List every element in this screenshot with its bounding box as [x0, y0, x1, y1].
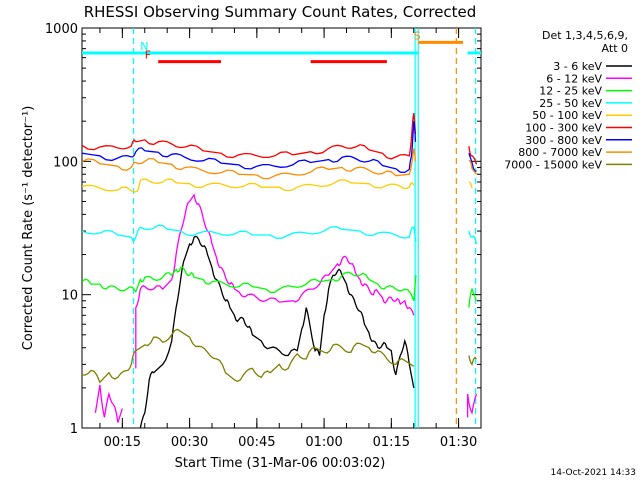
- legend-entry-label: 100 - 300 keV: [525, 122, 602, 135]
- series-segment: [82, 148, 417, 180]
- series-line: [82, 178, 473, 193]
- flag-label: S: [414, 29, 421, 42]
- x-tick-label: 01:15: [373, 435, 410, 450]
- series-segment: [466, 393, 478, 418]
- y-tick-label: 1: [70, 422, 78, 437]
- series-segment: [468, 181, 473, 189]
- series-line: [82, 266, 478, 308]
- legend-header-detectors: Det 1,3,4,5,6,9,: [542, 29, 628, 42]
- series-segment: [468, 355, 477, 366]
- series-line: [82, 148, 478, 180]
- y-axis-label: Corrected Count Rate (s⁻¹ detector⁻¹): [21, 106, 36, 351]
- series-segment: [82, 121, 417, 174]
- series-segment: [468, 230, 478, 245]
- legend-header-attenuator: Att 0: [602, 42, 628, 55]
- series-line: [82, 112, 478, 165]
- series-line: [82, 224, 478, 245]
- flag-label: F: [145, 49, 151, 62]
- x-tick-label: 00:45: [238, 435, 275, 450]
- series-line: [82, 328, 477, 384]
- x-tick-label: 00:30: [171, 435, 208, 450]
- x-tick-label: 00:15: [104, 435, 141, 450]
- series-segment: [108, 235, 415, 428]
- legend-entry-label: 3 - 6 keV: [553, 60, 602, 73]
- legend-entry-label: 50 - 100 keV: [532, 109, 602, 122]
- series-segment: [82, 224, 417, 242]
- flag-bars: NF S: [82, 28, 481, 428]
- axis-ticks: 1 10 100 1000 00:15 00:30 00:45 01:00 01:15 01:30: [45, 22, 482, 450]
- series-segment: [82, 112, 417, 160]
- y-tick-label: 100: [53, 155, 78, 170]
- series-segment: [82, 178, 415, 193]
- series-segment: [468, 153, 477, 172]
- plot-frame: [81, 27, 482, 429]
- y-tick-label: 1000: [45, 22, 78, 37]
- series-segment: [82, 266, 417, 302]
- x-tick-label: 01:00: [305, 435, 342, 450]
- flag-label: N: [140, 40, 148, 53]
- plot-lines: [82, 112, 478, 428]
- legend-entry-label: 12 - 25 keV: [539, 85, 602, 98]
- series-segment: [82, 328, 415, 384]
- legend-entry-label: 7000 - 15000 keV: [504, 158, 602, 171]
- y-tick-label: 10: [61, 289, 78, 304]
- x-tick-label: 01:30: [440, 435, 477, 450]
- series-segment: [468, 146, 478, 165]
- legend-entry-label: 6 - 12 keV: [546, 72, 602, 85]
- series-line: [82, 121, 477, 174]
- generation-timestamp: 14-Oct-2021 14:33: [551, 468, 636, 478]
- series-segment: [468, 287, 478, 308]
- legend-entry-label: 300 - 800 keV: [525, 134, 602, 147]
- chart-title: RHESSI Observing Summary Count Rates, Co…: [84, 3, 477, 21]
- legend-entry-label: 800 - 7000 keV: [518, 146, 602, 159]
- series-segment: [94, 384, 123, 423]
- series-segment: [468, 159, 478, 175]
- series-line: [108, 235, 472, 428]
- x-axis-label: Start Time (31-Mar-06 00:03:02): [175, 456, 386, 471]
- legend-entry-label: 25 - 50 keV: [539, 97, 602, 110]
